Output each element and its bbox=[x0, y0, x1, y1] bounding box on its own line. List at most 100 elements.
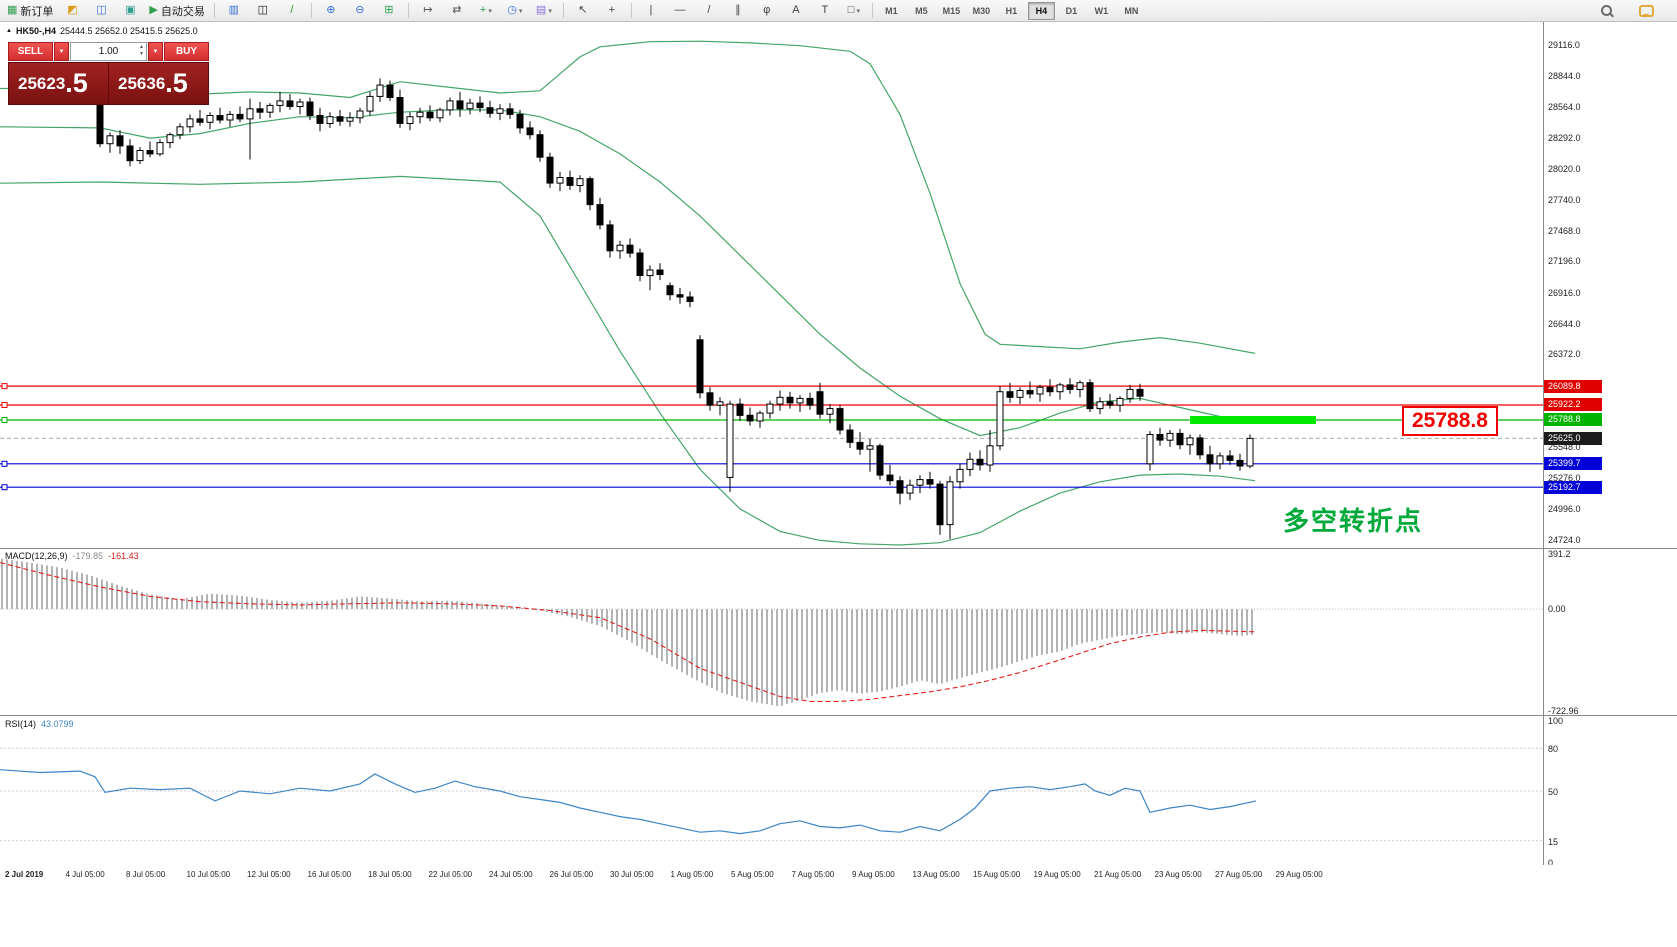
zoom-in-icon[interactable]: ⊕ bbox=[317, 1, 345, 21]
time-axis-label: 15 Aug 05:00 bbox=[973, 870, 1021, 879]
macd-panel-canvas[interactable] bbox=[0, 550, 1543, 715]
rsi-panel-canvas[interactable] bbox=[0, 717, 1543, 865]
timeframe-h1[interactable]: H1 bbox=[1005, 5, 1018, 16]
trendline-icon-glyph: / bbox=[707, 4, 711, 16]
periods-glyph: ◷ bbox=[507, 4, 517, 16]
timeframe-m30[interactable]: M30 bbox=[972, 5, 991, 16]
search-icon[interactable] bbox=[1592, 1, 1620, 21]
axis-label: 27740.0 bbox=[1548, 195, 1581, 206]
fibonacci-icon[interactable]: φ bbox=[753, 1, 781, 21]
timeframe-group: M1 M5 M15 M30 H1 H4 D1 W1 MN bbox=[877, 1, 1146, 20]
timeframe-w1[interactable]: W1 bbox=[1094, 5, 1109, 16]
magnifier-glyph bbox=[1600, 5, 1612, 16]
autotrading-button[interactable]: ▶ 自动交易 bbox=[145, 1, 208, 21]
axis-label: 26644.0 bbox=[1548, 318, 1581, 329]
toolbar-separator bbox=[630, 3, 632, 18]
trade-widget-controls: SELL ▼ 1.00 ▲ ▼ ▼ BUY bbox=[8, 42, 209, 61]
zoom-in-icon-glyph: ⊕ bbox=[326, 4, 336, 16]
toolbar-separator bbox=[213, 3, 215, 18]
time-axis-label: 29 Aug 05:00 bbox=[1275, 870, 1323, 879]
tile-windows-icon-glyph: ⊞ bbox=[384, 4, 394, 16]
price-tag: 25788.8 bbox=[1544, 413, 1602, 427]
label-icon-glyph: T bbox=[821, 4, 829, 16]
tile-windows-icon[interactable]: ⊞ bbox=[375, 1, 403, 21]
time-axis-label: 16 Jul 05:00 bbox=[307, 870, 352, 879]
buy-price[interactable]: 25636 .5 bbox=[108, 63, 208, 104]
toolbar-right bbox=[1592, 1, 1674, 21]
axis-label: 25548.0 bbox=[1548, 442, 1581, 453]
timeframe-d1[interactable]: D1 bbox=[1065, 5, 1078, 16]
axis-label: 391.2 bbox=[1548, 549, 1571, 559]
collapse-arrow-icon[interactable]: ▲ bbox=[6, 28, 12, 34]
bar-chart-icon[interactable]: ▥ bbox=[220, 1, 248, 21]
volume-input[interactable]: 1.00 ▲ ▼ bbox=[70, 42, 147, 61]
channel-icon[interactable]: ∥ bbox=[724, 1, 752, 21]
timeframe-h4[interactable]: H4 bbox=[1027, 1, 1055, 20]
buy-options-caret[interactable]: ▼ bbox=[148, 42, 163, 61]
symbol-label: HK50-,H4 bbox=[15, 26, 56, 36]
indicators-button[interactable]: + ▾ bbox=[472, 1, 500, 21]
time-axis-label: 1 Aug 05:00 bbox=[670, 870, 714, 879]
dropdown-caret-icon: ▾ bbox=[518, 7, 523, 15]
profiles-icon[interactable]: ◫ bbox=[87, 1, 115, 21]
time-axis-label: 27 Aug 05:00 bbox=[1215, 870, 1263, 879]
timeframe-m15[interactable]: M15 bbox=[942, 5, 961, 16]
vertical-line-icon[interactable]: | bbox=[637, 1, 665, 21]
periods-button[interactable]: ◷ ▾ bbox=[501, 1, 529, 21]
timeframe-m5[interactable]: M5 bbox=[915, 5, 928, 16]
timeframe-m1[interactable]: M1 bbox=[885, 5, 898, 16]
text-icon[interactable]: A bbox=[782, 1, 810, 21]
sell-price[interactable]: 25623 .5 bbox=[9, 63, 108, 104]
toolbar: ▦ 新订单 ◩ ◫ ▣ ▶ 自动交易 ▥ ◫ / ⊕ ⊖ ⊞ ↦ ⇄ + ▾ ◷ ▾ ▤ ▾ ↖ + | — / ∥ φ A T □ ▾ M1… bbox=[0, 0, 1677, 22]
rsi-value: 43.0799 bbox=[41, 719, 74, 729]
axis-label: 24996.0 bbox=[1548, 504, 1581, 515]
templates-button[interactable]: ▤ ▾ bbox=[530, 1, 558, 21]
line-chart-icon-glyph: / bbox=[290, 4, 294, 16]
zoom-out-icon[interactable]: ⊖ bbox=[346, 1, 374, 21]
volume-spinner[interactable]: ▲ ▼ bbox=[139, 44, 144, 57]
profiles-icon-glyph: ◫ bbox=[96, 4, 107, 16]
time-axis-label: 8 Jul 05:00 bbox=[126, 870, 166, 879]
auto-scroll-icon-glyph: ⇄ bbox=[452, 4, 462, 16]
trendline-icon[interactable]: / bbox=[695, 1, 723, 21]
horizontal-line-icon[interactable]: — bbox=[666, 1, 694, 21]
horizontal-line-icon-glyph: — bbox=[674, 4, 686, 16]
chart-shift-icon[interactable]: ↦ bbox=[414, 1, 442, 21]
trade-widget-prices: 25623 .5 25636 .5 bbox=[8, 62, 209, 105]
auto-scroll-icon[interactable]: ⇄ bbox=[443, 1, 471, 21]
chart-area: 29116.0 28844.0 28564.0 28292.0 28020.0 27740… bbox=[0, 22, 1677, 885]
new-chart-icon[interactable]: ◩ bbox=[58, 1, 86, 21]
pivot-price-callout: 25788.8 bbox=[1402, 406, 1498, 436]
line-chart-icon[interactable]: / bbox=[278, 1, 306, 21]
rsi-header: RSI(14) 43.0799 bbox=[5, 719, 74, 729]
candlestick-chart-icon[interactable]: ◫ bbox=[249, 1, 277, 21]
buy-button[interactable]: BUY bbox=[164, 42, 209, 61]
axis-label: 29116.0 bbox=[1548, 39, 1580, 50]
axis-label: 26372.0 bbox=[1548, 349, 1581, 360]
cursor-icon[interactable]: ↖ bbox=[569, 1, 597, 21]
time-axis[interactable]: 2 Jul 2019 4 Jul 05:00 8 Jul 05:00 10 Jul 0… bbox=[0, 865, 1677, 885]
dropdown-caret-icon: ▾ bbox=[488, 7, 492, 15]
label-icon[interactable]: T bbox=[811, 1, 839, 21]
chat-bubble-glyph bbox=[1638, 4, 1654, 17]
panel-separator[interactable] bbox=[0, 548, 1677, 549]
price-axis: 29116.0 28844.0 28564.0 28292.0 28020.0 27740… bbox=[1544, 22, 1677, 868]
community-chat-icon[interactable] bbox=[1632, 1, 1660, 21]
macd-main-value: -179.85 bbox=[72, 551, 104, 561]
price-chart-canvas[interactable] bbox=[0, 22, 1543, 548]
time-axis-label: 9 Aug 05:00 bbox=[852, 870, 895, 879]
panel-separator[interactable] bbox=[0, 715, 1677, 716]
sell-options-caret[interactable]: ▼ bbox=[54, 42, 69, 61]
templates-glyph: ▤ bbox=[535, 4, 547, 16]
text-icon-glyph: A bbox=[792, 4, 800, 16]
new-order-button[interactable]: ▦ 新订单 bbox=[3, 1, 57, 21]
timeframe-mn[interactable]: MN bbox=[1124, 5, 1139, 16]
data-window-icon[interactable]: ▣ bbox=[116, 1, 144, 21]
new-order-glyph: ▦ bbox=[7, 4, 18, 16]
time-axis-label: 26 Jul 05:00 bbox=[549, 870, 594, 879]
shapes-button[interactable]: □ ▾ bbox=[840, 1, 868, 21]
crosshair-icon[interactable]: + bbox=[598, 1, 626, 21]
channel-icon-glyph: ∥ bbox=[735, 4, 741, 16]
sell-button[interactable]: SELL bbox=[8, 42, 53, 61]
